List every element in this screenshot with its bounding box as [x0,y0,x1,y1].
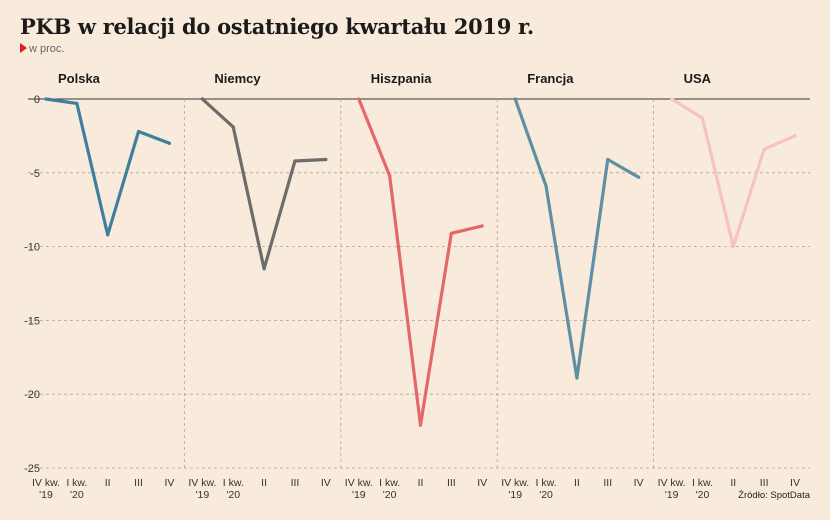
data-point [136,129,141,134]
source-note: Źródło: SpotData [738,490,810,501]
x-tick-label: II [730,477,736,489]
series-line [200,97,328,271]
panel-title: Niemcy [214,71,261,86]
x-tick-label: III [291,477,300,489]
x-tick-label: IV [321,477,331,489]
x-tick-label: '20 [539,489,553,501]
series-line [513,97,641,380]
data-point [700,116,705,120]
y-tick-label: -20 [24,389,40,401]
data-point [262,267,266,271]
x-tick-label: '20 [696,489,710,501]
data-point [75,101,79,106]
chart-title: PKB w relacji do ostatniego kwartału 201… [20,14,534,39]
x-tick-label: IV kw. [501,477,529,489]
y-tick-label: -15 [24,315,40,327]
x-tick-label: I kw. [66,477,87,489]
subtitle-text: w proc. [29,43,65,55]
x-tick-label: I kw. [536,477,557,489]
x-tick-label: III [603,477,612,489]
x-tick-label: I kw. [379,477,400,489]
y-tick-label: -5 [30,168,40,180]
x-tick-label: '19 [508,489,522,501]
series-line [44,97,171,237]
panel-title: Hiszpania [371,71,432,86]
data-point [480,224,484,228]
x-tick-label: IV kw. [188,477,216,489]
x-tick-label: IV [477,477,487,489]
x-tick-label: IV kw. [658,477,686,489]
panel-title: USA [684,71,712,86]
x-tick-label: '19 [196,489,210,501]
x-tick-label: '20 [70,489,84,501]
data-point [167,141,171,145]
x-tick-label: IV [164,477,174,489]
data-point [513,97,517,101]
series-line [357,97,484,427]
data-point [793,134,797,138]
x-tick-label: IV kw. [32,477,60,489]
x-tick-label: '19 [665,489,679,501]
x-tick-label: II [574,477,580,489]
x-tick-label: IV [634,477,644,489]
x-tick-label: '20 [383,489,397,501]
panel-title: Francja [527,71,574,86]
x-tick-label: '20 [226,489,240,501]
y-tick-label: 0 [34,94,40,106]
data-point [293,159,297,163]
red-triangle-icon [20,43,27,53]
x-tick-label: II [105,477,111,489]
data-point [762,147,766,151]
y-tick-label: -10 [24,242,40,254]
data-point [200,97,204,101]
x-tick-label: '19 [352,489,366,501]
data-point [670,97,674,101]
panel-title: Polska [58,71,101,86]
x-tick-label: IV kw. [345,477,373,489]
data-point [324,157,328,162]
y-tick-label: -25 [24,463,40,475]
data-point [357,97,361,101]
x-tick-label: I kw. [692,477,713,489]
x-tick-label: III [760,477,769,489]
data-point [637,175,641,179]
chart-subtitle: w proc. [20,43,64,55]
x-tick-label: II [261,477,267,489]
data-point [544,184,548,188]
x-tick-label: IV [790,477,800,489]
x-tick-label: I kw. [223,477,244,489]
x-tick-label: III [134,477,143,489]
data-point [106,233,110,237]
data-point [231,125,235,129]
data-point [418,423,423,427]
data-point [731,245,735,249]
data-point [606,157,610,162]
data-point [388,174,392,178]
x-tick-label: II [418,477,424,489]
data-point [44,97,48,101]
data-point [575,376,579,380]
x-tick-label: III [447,477,456,489]
x-tick-label: '19 [39,489,53,501]
data-point [449,231,453,235]
